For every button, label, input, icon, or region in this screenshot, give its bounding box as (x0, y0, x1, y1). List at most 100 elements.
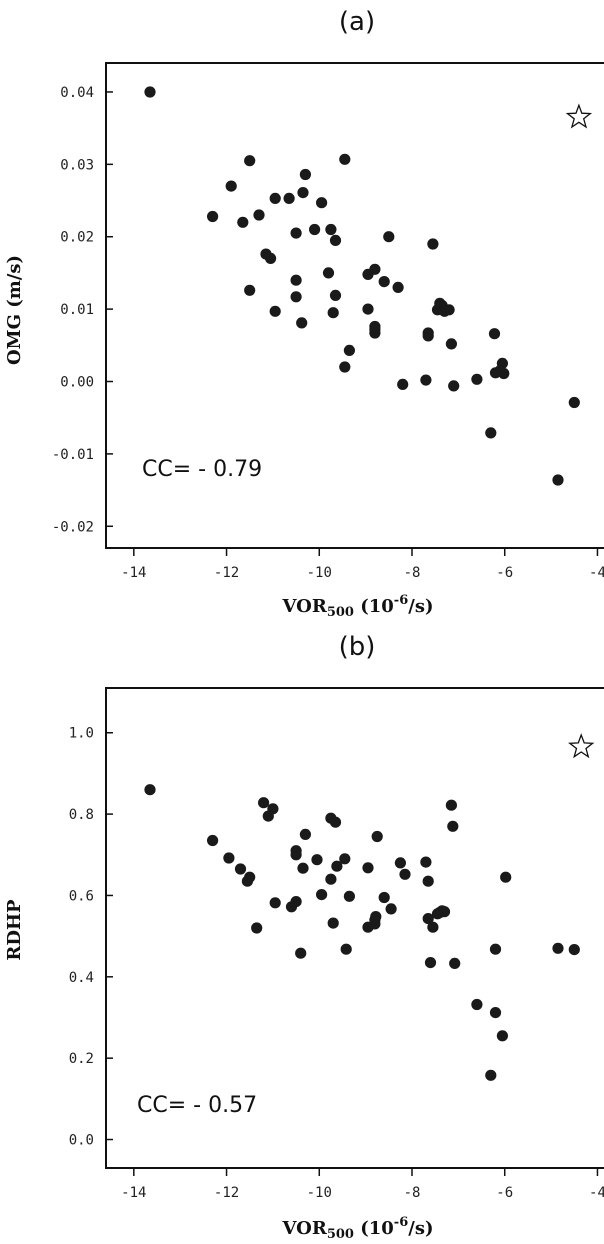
data-point-a (316, 197, 328, 209)
data-point-b (500, 871, 512, 883)
plot-frame-b (105, 687, 604, 1169)
data-point-b (485, 1069, 497, 1081)
correlation-annotation-a: CC= - 0.79 (142, 457, 262, 482)
data-point-b (489, 943, 502, 955)
scatter-panel-a: (a) 0.040.030.020.010.00-0.01-0.02 -14 -1… (4, 7, 604, 620)
y-tick-label-a: 0.03 (60, 157, 94, 173)
y-ticks-b: 1.0 0.8 0.6 0.4 0.2 0.0 (69, 726, 113, 1149)
data-point-a (325, 223, 337, 236)
data-point-b (568, 944, 580, 956)
data-point-a (343, 344, 355, 356)
data-point-a (283, 192, 295, 204)
data-point-b (316, 889, 328, 901)
data-point-b (244, 871, 256, 883)
points-b (144, 784, 580, 1081)
data-point-b (552, 942, 564, 954)
panel-a-label: (a) (339, 7, 375, 37)
x-tick-label-b: -14 (121, 1185, 146, 1201)
panel-b-label: (b) (339, 632, 376, 662)
data-point-b (362, 862, 374, 874)
data-point-b (290, 849, 302, 861)
x-tick-label-a: -4 (589, 565, 604, 581)
data-point-b (234, 863, 247, 875)
data-point-a (362, 303, 374, 315)
data-point-b (438, 906, 451, 918)
data-point-b (424, 957, 437, 969)
data-point-b (325, 873, 337, 885)
data-point-b (489, 1007, 502, 1019)
y-tick-label-a: -0.01 (52, 447, 94, 463)
data-point-a (329, 289, 342, 301)
x-axis-title-a: VOR500 (10-6/s) (282, 593, 434, 620)
y-tick-label-a: 0.02 (60, 230, 94, 246)
data-point-a (290, 291, 302, 303)
data-point-a (383, 231, 395, 243)
data-point-a (471, 373, 483, 385)
data-point-b (445, 799, 457, 811)
data-point-a (244, 284, 256, 296)
data-point-a (369, 263, 381, 275)
y-axis-title-b: RDHP (4, 899, 25, 961)
data-point-a (392, 281, 404, 293)
data-point-a (552, 474, 564, 486)
data-point-a (329, 234, 342, 246)
data-point-a (496, 357, 508, 369)
data-point-a (369, 327, 381, 339)
x-tick-label-b: -4 (589, 1185, 604, 1201)
y-axis-title-a: OMG (m/s) (4, 255, 25, 365)
data-point-a (422, 330, 434, 342)
data-point-b (371, 830, 383, 843)
data-point-a (339, 153, 351, 165)
x-ticks-b: -14 -12 -10 -8 -6 -4 (121, 1168, 604, 1201)
data-point-a (297, 187, 309, 199)
data-point-b (297, 862, 309, 874)
x-axis-title-b: VOR500 (10-6/s) (282, 1215, 434, 1242)
x-tick-label-b: -6 (496, 1185, 513, 1201)
x-ticks-a: -14 -12 -10 -8 -6 -4 (121, 548, 604, 581)
data-point-b (311, 854, 323, 866)
data-point-b (422, 913, 434, 925)
data-point-a (488, 328, 501, 340)
data-point-a (290, 227, 302, 239)
x-tick-label-a: -14 (121, 565, 146, 581)
data-point-b (207, 834, 219, 847)
plot-frame-a (105, 62, 604, 549)
y-tick-label-b: 0.4 (69, 970, 94, 986)
data-point-b (269, 897, 281, 909)
y-tick-label-a: -0.02 (52, 519, 94, 535)
x-tick-label-a: -10 (307, 565, 332, 581)
data-point-a (485, 427, 497, 439)
data-point-a (322, 267, 335, 279)
data-point-a (568, 396, 580, 409)
data-point-b (385, 903, 397, 915)
data-point-a (443, 304, 455, 316)
y-tick-label-a: 0.04 (60, 85, 94, 101)
data-point-a (339, 361, 351, 373)
data-point-b (144, 784, 156, 796)
data-point-b (258, 797, 270, 809)
data-point-b (394, 857, 406, 869)
data-point-b (471, 998, 483, 1011)
data-point-a (290, 274, 302, 286)
data-point-a (427, 238, 439, 250)
data-point-b (427, 921, 439, 933)
star-marker-a (565, 103, 593, 129)
data-point-a (207, 210, 219, 223)
y-tick-label-b: 0.6 (69, 888, 94, 904)
data-point-b (299, 828, 311, 841)
data-point-b (251, 922, 263, 934)
data-point-b (447, 820, 459, 832)
data-point-b (223, 852, 235, 864)
data-point-b (329, 816, 342, 828)
data-point-b (267, 803, 279, 815)
data-point-b (449, 957, 461, 970)
data-point-a (296, 317, 308, 329)
points-a (144, 86, 580, 486)
x-tick-label-a: -8 (404, 565, 421, 581)
data-point-a (309, 223, 321, 236)
data-point-b (290, 896, 302, 908)
y-tick-label-b: 1.0 (69, 726, 94, 742)
y-tick-label-b: 0.0 (69, 1133, 94, 1149)
star-marker-b (568, 733, 595, 759)
correlation-annotation-b: CC= - 0.57 (137, 1093, 257, 1118)
